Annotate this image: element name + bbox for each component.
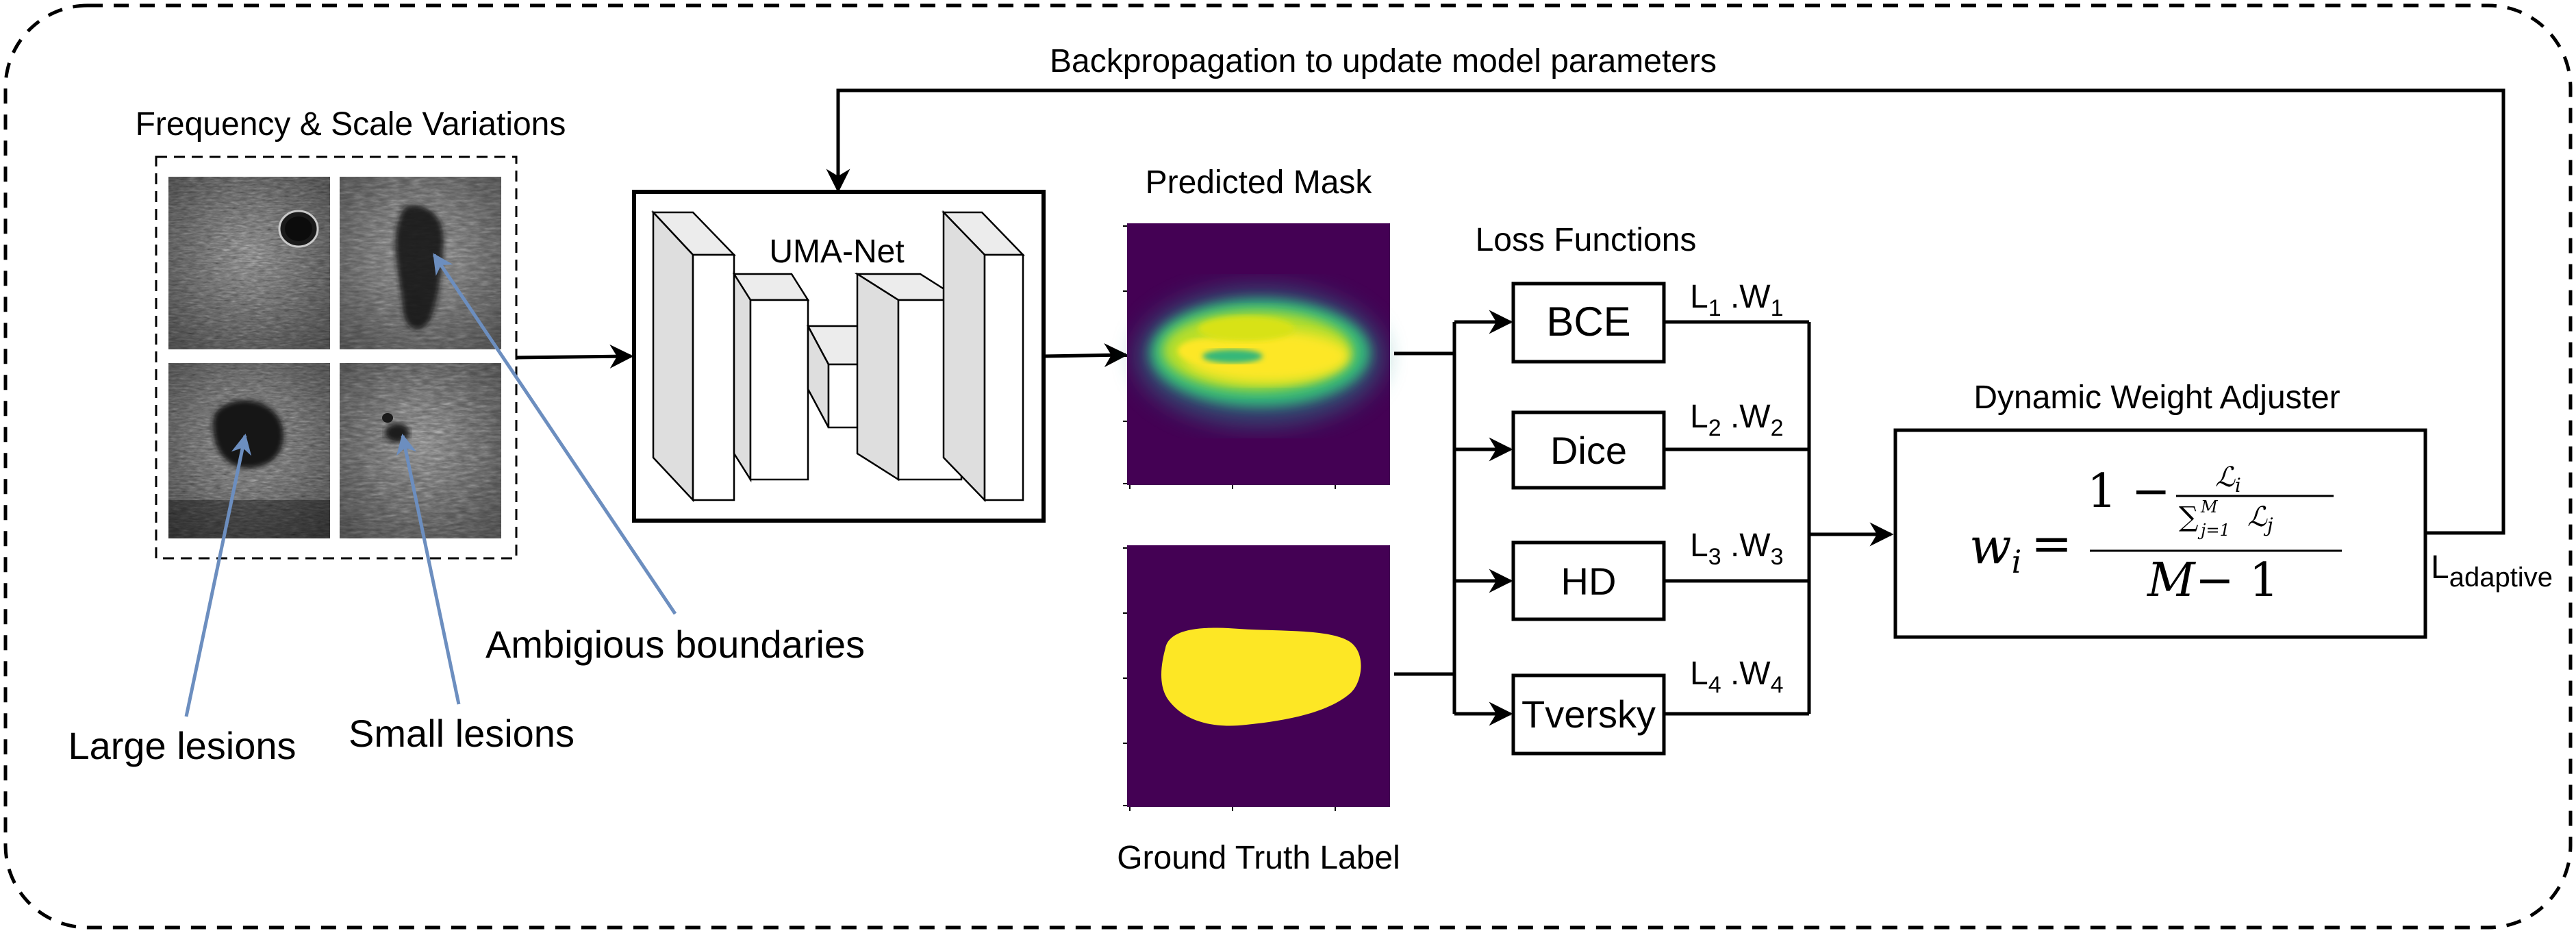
outer-frame (3, 3, 2573, 930)
annotation-large: Large lesions (68, 724, 296, 767)
loss-box-bce: BCE (1511, 282, 1666, 364)
ground-truth-label: Ground Truth Label (1117, 840, 1400, 876)
svg-text:wi: wi (1969, 517, 2021, 580)
ground-truth-mask-image (1123, 545, 1390, 811)
svg-text:∑: ∑ (2179, 501, 2199, 533)
network-label: UMA-Net (769, 234, 904, 270)
svg-text:M: M (2200, 497, 2219, 517)
loss-output-bus (1664, 320, 1811, 716)
input-panel-title: Frequency & Scale Variations (136, 106, 566, 142)
weighted-label-3: L3 .W3 (1690, 527, 1784, 570)
annotation-arrow-large (184, 434, 252, 717)
ultrasound-image-3 (168, 363, 330, 538)
feedback-label: Backpropagation to update model paramete… (1050, 43, 1717, 79)
loss-name-tversky: Tversky (1521, 693, 1656, 736)
losses-title: Loss Functions (1476, 222, 1697, 258)
adjuster-formula: wi = 1 − ℒi ∑ M j=1 ℒj M − 1 (1969, 462, 2342, 608)
output-label: Ladaptive (2431, 549, 2553, 593)
loss-name-hd: HD (1561, 560, 1617, 603)
annotation-small: Small lesions (349, 712, 574, 755)
adjuster-title: Dynamic Weight Adjuster (1973, 380, 2340, 416)
loss-name-bce: BCE (1546, 299, 1630, 345)
weighted-label-4: L4 .W4 (1690, 656, 1784, 698)
weighted-label-2: L2 .W2 (1690, 399, 1784, 441)
arrow-network-to-predicted (1043, 343, 1128, 368)
ultrasound-image-2 (340, 177, 501, 349)
svg-text:1 −: 1 − (2087, 464, 2171, 519)
annotation-arrow-ambiguous (432, 253, 677, 615)
svg-text:j=1: j=1 (2197, 521, 2230, 540)
ultrasound-image-4 (340, 363, 501, 538)
annotation-ambiguous: Ambigious boundaries (485, 623, 865, 666)
loss-box-dice: Dice (1511, 410, 1666, 490)
loss-name-dice: Dice (1550, 429, 1627, 472)
predicted-label: Predicted Mask (1146, 164, 1373, 201)
predicted-mask-image (1123, 223, 1390, 489)
feedback-arrow (826, 88, 2505, 535)
arrow-input-to-network (516, 344, 634, 369)
svg-text:ℒj: ℒj (2247, 501, 2273, 536)
svg-text:=: = (2031, 514, 2072, 572)
encoder-decoder-cubes (651, 210, 1025, 503)
ultrasound-image-1 (168, 177, 330, 349)
svg-text:− 1: − 1 (2195, 553, 2279, 608)
weighted-label-1: L1 .W1 (1690, 279, 1784, 321)
adjuster-box (1893, 428, 2427, 639)
svg-text:ℒi: ℒi (2215, 462, 2241, 497)
loss-input-connectors (1394, 351, 1456, 714)
svg-text:M: M (2146, 553, 2197, 608)
loss-box-tversky: Tversky (1511, 673, 1666, 756)
loss-box-hd: HD (1511, 540, 1666, 621)
annotation-arrow-small (396, 434, 461, 705)
